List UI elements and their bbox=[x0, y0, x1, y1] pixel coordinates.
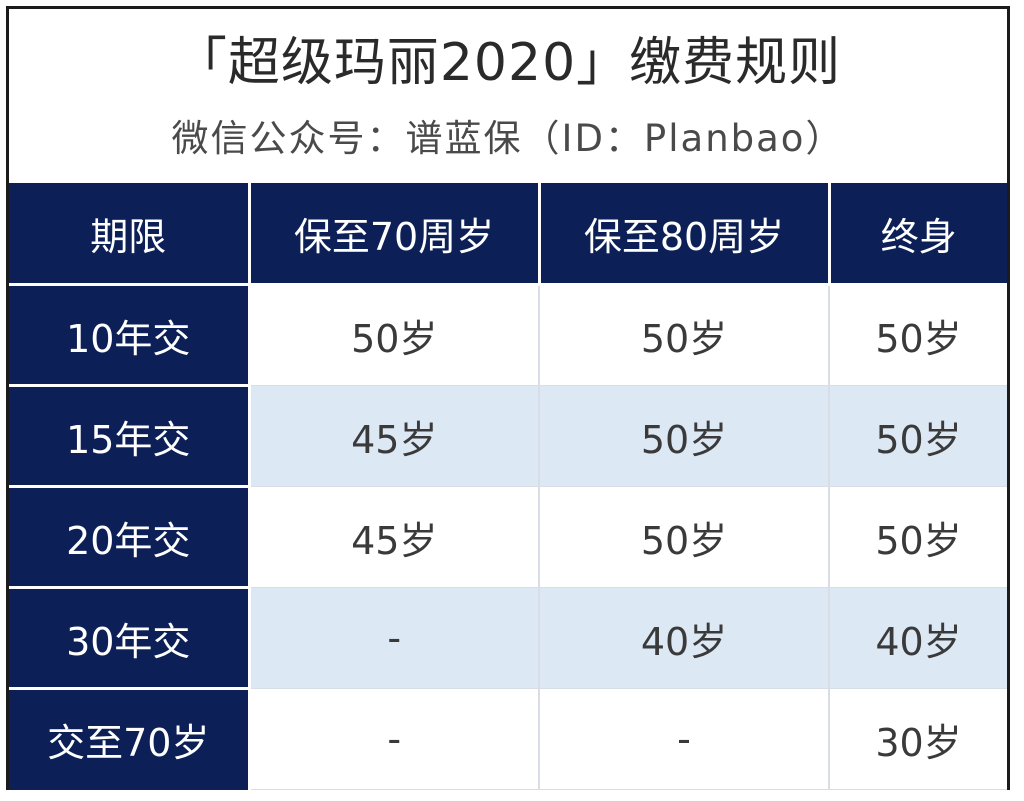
table-header-row: 期限 保至70周岁 保至80周岁 终身 bbox=[9, 183, 1007, 286]
table-row: 20年交 45岁 50岁 50岁 bbox=[9, 486, 1007, 589]
table-cell: 50岁 bbox=[248, 284, 539, 386]
table-cell: 50岁 bbox=[538, 284, 829, 386]
row-label: 交至70岁 bbox=[9, 688, 251, 790]
table-cell: 45岁 bbox=[248, 486, 539, 588]
table-row: 15年交 45岁 50岁 50岁 bbox=[9, 385, 1007, 488]
column-header-to-80: 保至80周岁 bbox=[539, 183, 831, 286]
page-subtitle: 微信公众号：谱蓝保（ID：Planbao） bbox=[171, 117, 845, 160]
table-cell: - bbox=[538, 688, 829, 790]
table-row: 30年交 - 40岁 40岁 bbox=[9, 587, 1007, 690]
row-label: 20年交 bbox=[9, 486, 251, 589]
rules-card: 「超级玛丽2020」缴费规则 微信公众号：谱蓝保（ID：Planbao） 期限 … bbox=[6, 6, 1010, 790]
table-cell: 50岁 bbox=[538, 385, 829, 487]
table-cell: - bbox=[248, 587, 539, 689]
row-label: 10年交 bbox=[9, 284, 251, 387]
column-header-to-70: 保至70周岁 bbox=[249, 183, 541, 286]
table-cell: 50岁 bbox=[538, 486, 829, 588]
table-cell: 50岁 bbox=[828, 284, 1007, 386]
table-row: 交至70岁 - - 30岁 bbox=[9, 688, 1007, 790]
column-header-lifetime: 终身 bbox=[829, 183, 1007, 286]
table-cell: 30岁 bbox=[828, 688, 1007, 790]
row-label: 30年交 bbox=[9, 587, 251, 690]
table-cell: 40岁 bbox=[538, 587, 829, 689]
table-cell: 40岁 bbox=[828, 587, 1007, 689]
table-row: 10年交 50岁 50岁 50岁 bbox=[9, 284, 1007, 387]
table-cell: - bbox=[248, 688, 539, 790]
table-cell: 50岁 bbox=[828, 385, 1007, 487]
table-cell: 45岁 bbox=[248, 385, 539, 487]
column-header-term: 期限 bbox=[9, 183, 251, 286]
header: 「超级玛丽2020」缴费规则 微信公众号：谱蓝保（ID：Planbao） bbox=[9, 9, 1007, 183]
table-cell: 50岁 bbox=[828, 486, 1007, 588]
page-title: 「超级玛丽2020」缴费规则 bbox=[174, 33, 842, 93]
row-label: 15年交 bbox=[9, 385, 251, 488]
payment-rules-table: 期限 保至70周岁 保至80周岁 终身 10年交 50岁 50岁 50岁 15年… bbox=[9, 183, 1007, 790]
